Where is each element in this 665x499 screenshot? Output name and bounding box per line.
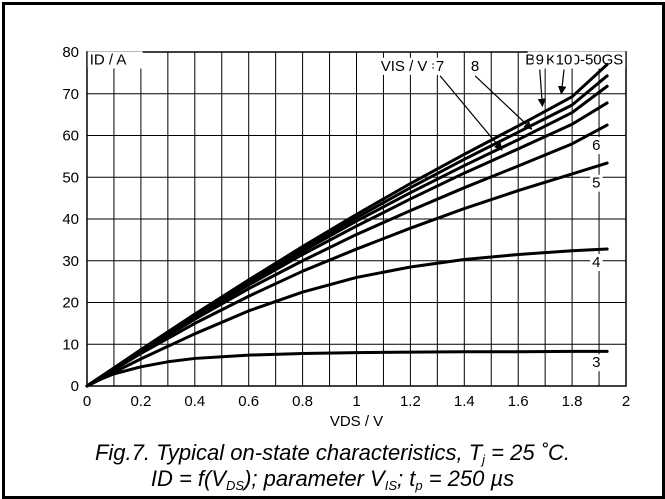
- on-state-characteristics-chart: 0 0.2 0.4 0.6 0.8 1 1.2 1.4 1.6 1.8 20102030405060…: [62, 44, 630, 430]
- y-tick-label: 70: [62, 86, 79, 103]
- y-tick-label: 30: [62, 253, 79, 270]
- series-label-4-bg: [590, 254, 603, 272]
- series-label-10: 10: [556, 52, 573, 69]
- y-tick-label: 0: [71, 378, 79, 395]
- x-tick-label: 0.8: [292, 393, 313, 410]
- series-label-4: 4: [592, 254, 600, 271]
- series-label-6: 6: [592, 137, 600, 154]
- caption-text: = 250 µs: [422, 466, 515, 491]
- series-line-vis-10: [85, 63, 609, 388]
- series-label-10-bg: [553, 51, 575, 69]
- y-tick-label: 80: [62, 44, 79, 61]
- x-tick-label: 1.8: [562, 393, 583, 410]
- series-arrow-10: [557, 69, 567, 95]
- series-label-3: 3: [592, 354, 600, 371]
- caption-text: ); parameter V: [244, 466, 385, 491]
- caption-subscript: DS: [226, 478, 245, 493]
- x-tick-label: 1.2: [400, 393, 421, 410]
- y-axis-label: ID / A: [90, 52, 127, 69]
- series-line-vis-5: [85, 161, 609, 388]
- x-tick-label: 0: [83, 393, 91, 410]
- series-label-9: 9: [536, 52, 544, 69]
- device-label-bg: [527, 51, 626, 69]
- series-label-5: 5: [592, 175, 600, 192]
- x-tick-label: 0.4: [184, 393, 205, 410]
- caption-subscript: p: [415, 478, 423, 493]
- y-tick-label: 10: [62, 336, 79, 353]
- series-label-6-bg: [590, 137, 603, 155]
- x-axis-label: VDS / V: [330, 413, 383, 430]
- series-label-8: 8: [471, 58, 479, 75]
- y-tick-label: 60: [62, 128, 79, 145]
- series-label-8-bg: [468, 57, 482, 75]
- x-axis-label-bg: [326, 412, 387, 430]
- plot-border: [86, 51, 627, 387]
- y-axis-label-bg: [87, 51, 143, 69]
- x-tick-label: 0.6: [238, 393, 259, 410]
- caption-text: ; t: [397, 466, 416, 491]
- figure-caption-line-2: ID = f(VDS); parameter VIS; tp = 250 µs: [0, 467, 665, 498]
- y-tick-label: 50: [62, 169, 79, 186]
- series-label-9-bg: [533, 51, 547, 69]
- x-tick-label: 1.4: [454, 393, 475, 410]
- x-tick-label: 1.6: [508, 393, 529, 410]
- series-line-vis-4: [85, 247, 609, 388]
- caption-text: Fig.7. Typical on-state characteristics,…: [94, 440, 483, 465]
- series-arrow-8: [474, 75, 533, 130]
- series-label-3-bg: [590, 354, 603, 372]
- series-label-7: 7: [436, 58, 444, 75]
- x-tick-label: 0.2: [130, 393, 151, 410]
- caption-text: = 25 ˚C.: [485, 440, 571, 465]
- series-arrow-9: [537, 69, 547, 108]
- x-tick-label: 2: [622, 393, 630, 410]
- caption-text: ID = f(V: [150, 466, 227, 491]
- figure-caption-line-1: Fig.7. Typical on-state characteristics,…: [0, 441, 665, 472]
- series-arrow-7: [439, 75, 503, 151]
- x-tick-label: 1: [352, 393, 360, 410]
- parameter-label: VIS / V =: [381, 58, 441, 75]
- series-line-vis-3: [85, 349, 609, 388]
- series-label-7-bg: [433, 57, 447, 75]
- caption-subscript: j: [482, 452, 486, 467]
- y-tick-label: 40: [62, 211, 79, 228]
- caption-subscript: IS: [384, 478, 397, 493]
- y-tick-label: 20: [62, 295, 79, 312]
- series-label-5-bg: [590, 174, 603, 192]
